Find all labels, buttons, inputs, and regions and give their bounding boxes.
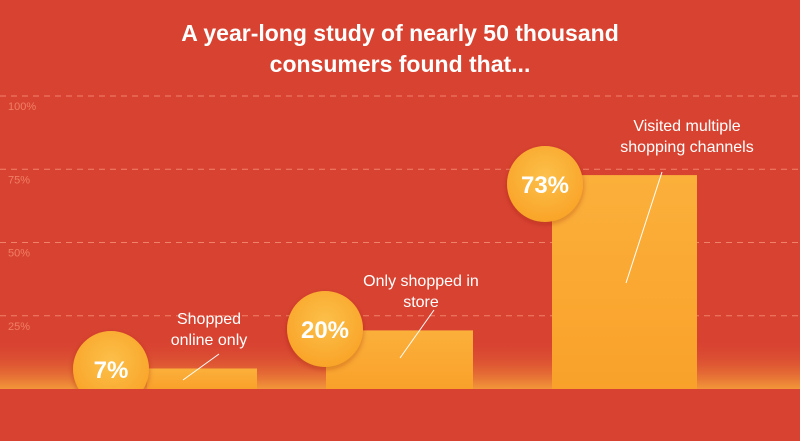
category-label-line: shopping channels (620, 139, 753, 156)
baseline-band (0, 389, 800, 441)
data-label-1: 7% (94, 357, 129, 384)
leader-lines (182, 171, 663, 381)
y-tick-label: 100% (8, 101, 36, 113)
category-label-line: store (403, 294, 439, 311)
leader-line-2 (399, 309, 435, 359)
value-bubble-1 (73, 331, 149, 407)
bar-1 (147, 368, 257, 389)
data-label-3: 73% (521, 172, 569, 199)
y-tick-label: 25% (8, 321, 30, 333)
category-labels: Shopped online only Only shopped in store Vi… (171, 118, 754, 349)
category-label-3: Visited multiple shopping channels (620, 118, 753, 156)
value-bubble-3 (507, 146, 583, 222)
gridlines (0, 95, 800, 317)
leader-line-3 (625, 171, 663, 284)
y-tick-label: 75% (8, 174, 30, 186)
bar-3 (552, 175, 697, 389)
category-label-line: Shopped (177, 311, 241, 328)
y-tick-labels: 25% 50% 75% 100% (8, 101, 36, 333)
leader-line-1 (182, 353, 220, 381)
category-label-line: Visited multiple (633, 118, 740, 135)
chart-title-line-2: consumers found that... (269, 51, 531, 77)
category-label-line: Only shopped in (363, 273, 479, 290)
category-label-2: Only shopped in store (363, 273, 479, 311)
category-label-1: Shopped online only (171, 311, 248, 349)
value-bubbles: 7% 20% 73% (73, 146, 583, 407)
chart-title-line-1: A year-long study of nearly 50 thousand (181, 20, 619, 46)
category-label-line: online only (171, 332, 248, 349)
data-label-2: 20% (301, 317, 349, 344)
value-bubble-2 (287, 291, 363, 367)
chart-title: A year-long study of nearly 50 thousand … (0, 18, 800, 80)
y-tick-label: 50% (8, 248, 30, 260)
